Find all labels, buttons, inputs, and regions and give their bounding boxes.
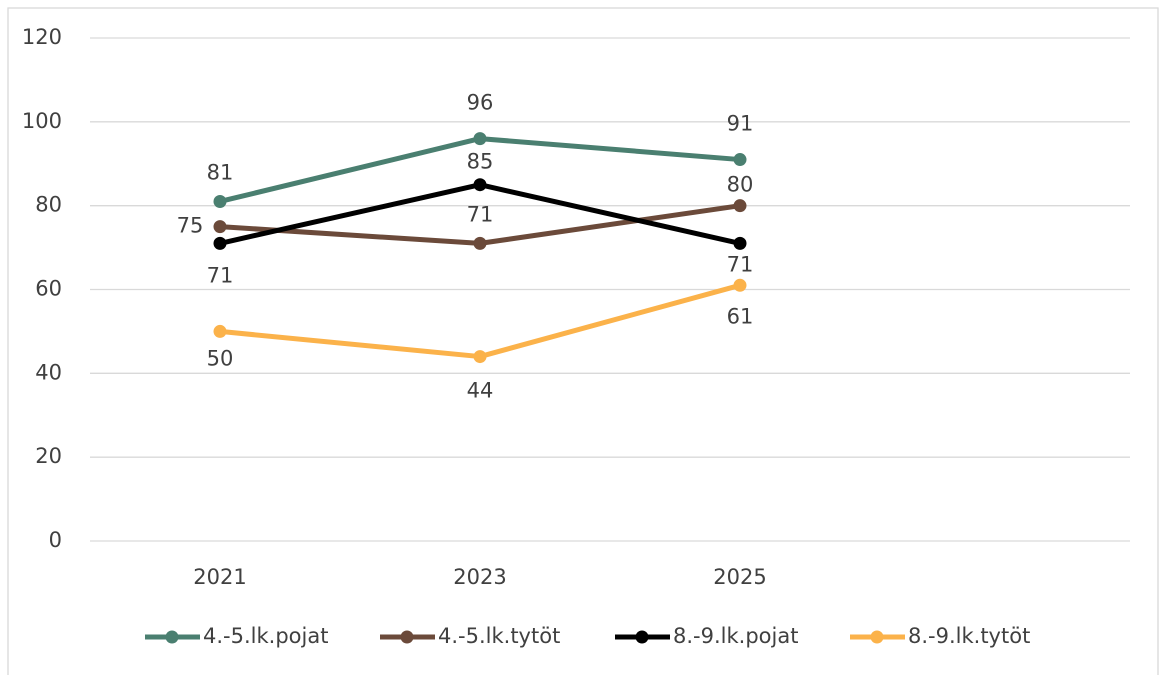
data-label: 96 — [467, 91, 494, 115]
data-label: 80 — [727, 173, 754, 197]
y-tick-label: 80 — [35, 193, 62, 217]
y-tick-label: 20 — [35, 444, 62, 468]
legend-marker — [870, 630, 884, 644]
data-label: 71 — [207, 263, 234, 287]
marker — [733, 153, 747, 167]
marker — [213, 220, 227, 234]
data-label: 61 — [727, 304, 754, 328]
chart-border — [7, 7, 1159, 675]
legend-marker — [165, 630, 179, 644]
marker — [733, 236, 747, 250]
legend-marker — [635, 630, 649, 644]
marker — [213, 236, 227, 250]
marker — [473, 178, 487, 192]
legend-label: 8.-9.lk.tytöt — [908, 624, 1030, 648]
data-label: 75 — [177, 214, 204, 238]
marker — [213, 324, 227, 338]
marker — [473, 236, 487, 250]
legend-label: 4.-5.lk.pojat — [203, 624, 328, 648]
data-label: 85 — [467, 150, 494, 174]
legend-label: 4.-5.lk.tytöt — [438, 624, 560, 648]
marker — [733, 199, 747, 213]
y-tick-label: 100 — [22, 109, 62, 133]
data-label: 71 — [727, 252, 754, 276]
y-tick-label: 40 — [35, 360, 62, 384]
marker — [733, 278, 747, 292]
data-label: 81 — [207, 160, 234, 184]
y-tick-label: 120 — [22, 25, 62, 49]
data-label: 71 — [467, 202, 494, 226]
x-tick-label: 2023 — [453, 565, 506, 589]
y-tick-label: 0 — [49, 528, 62, 552]
y-tick-label: 60 — [35, 277, 62, 301]
marker — [473, 132, 487, 146]
data-label: 44 — [467, 379, 494, 403]
legend-label: 8.-9.lk.pojat — [673, 624, 798, 648]
marker — [473, 350, 487, 364]
data-label: 91 — [727, 112, 754, 136]
data-label: 50 — [207, 346, 234, 370]
x-tick-label: 2025 — [713, 565, 766, 589]
legend-marker — [400, 630, 414, 644]
x-tick-label: 2021 — [193, 565, 246, 589]
marker — [213, 194, 227, 208]
